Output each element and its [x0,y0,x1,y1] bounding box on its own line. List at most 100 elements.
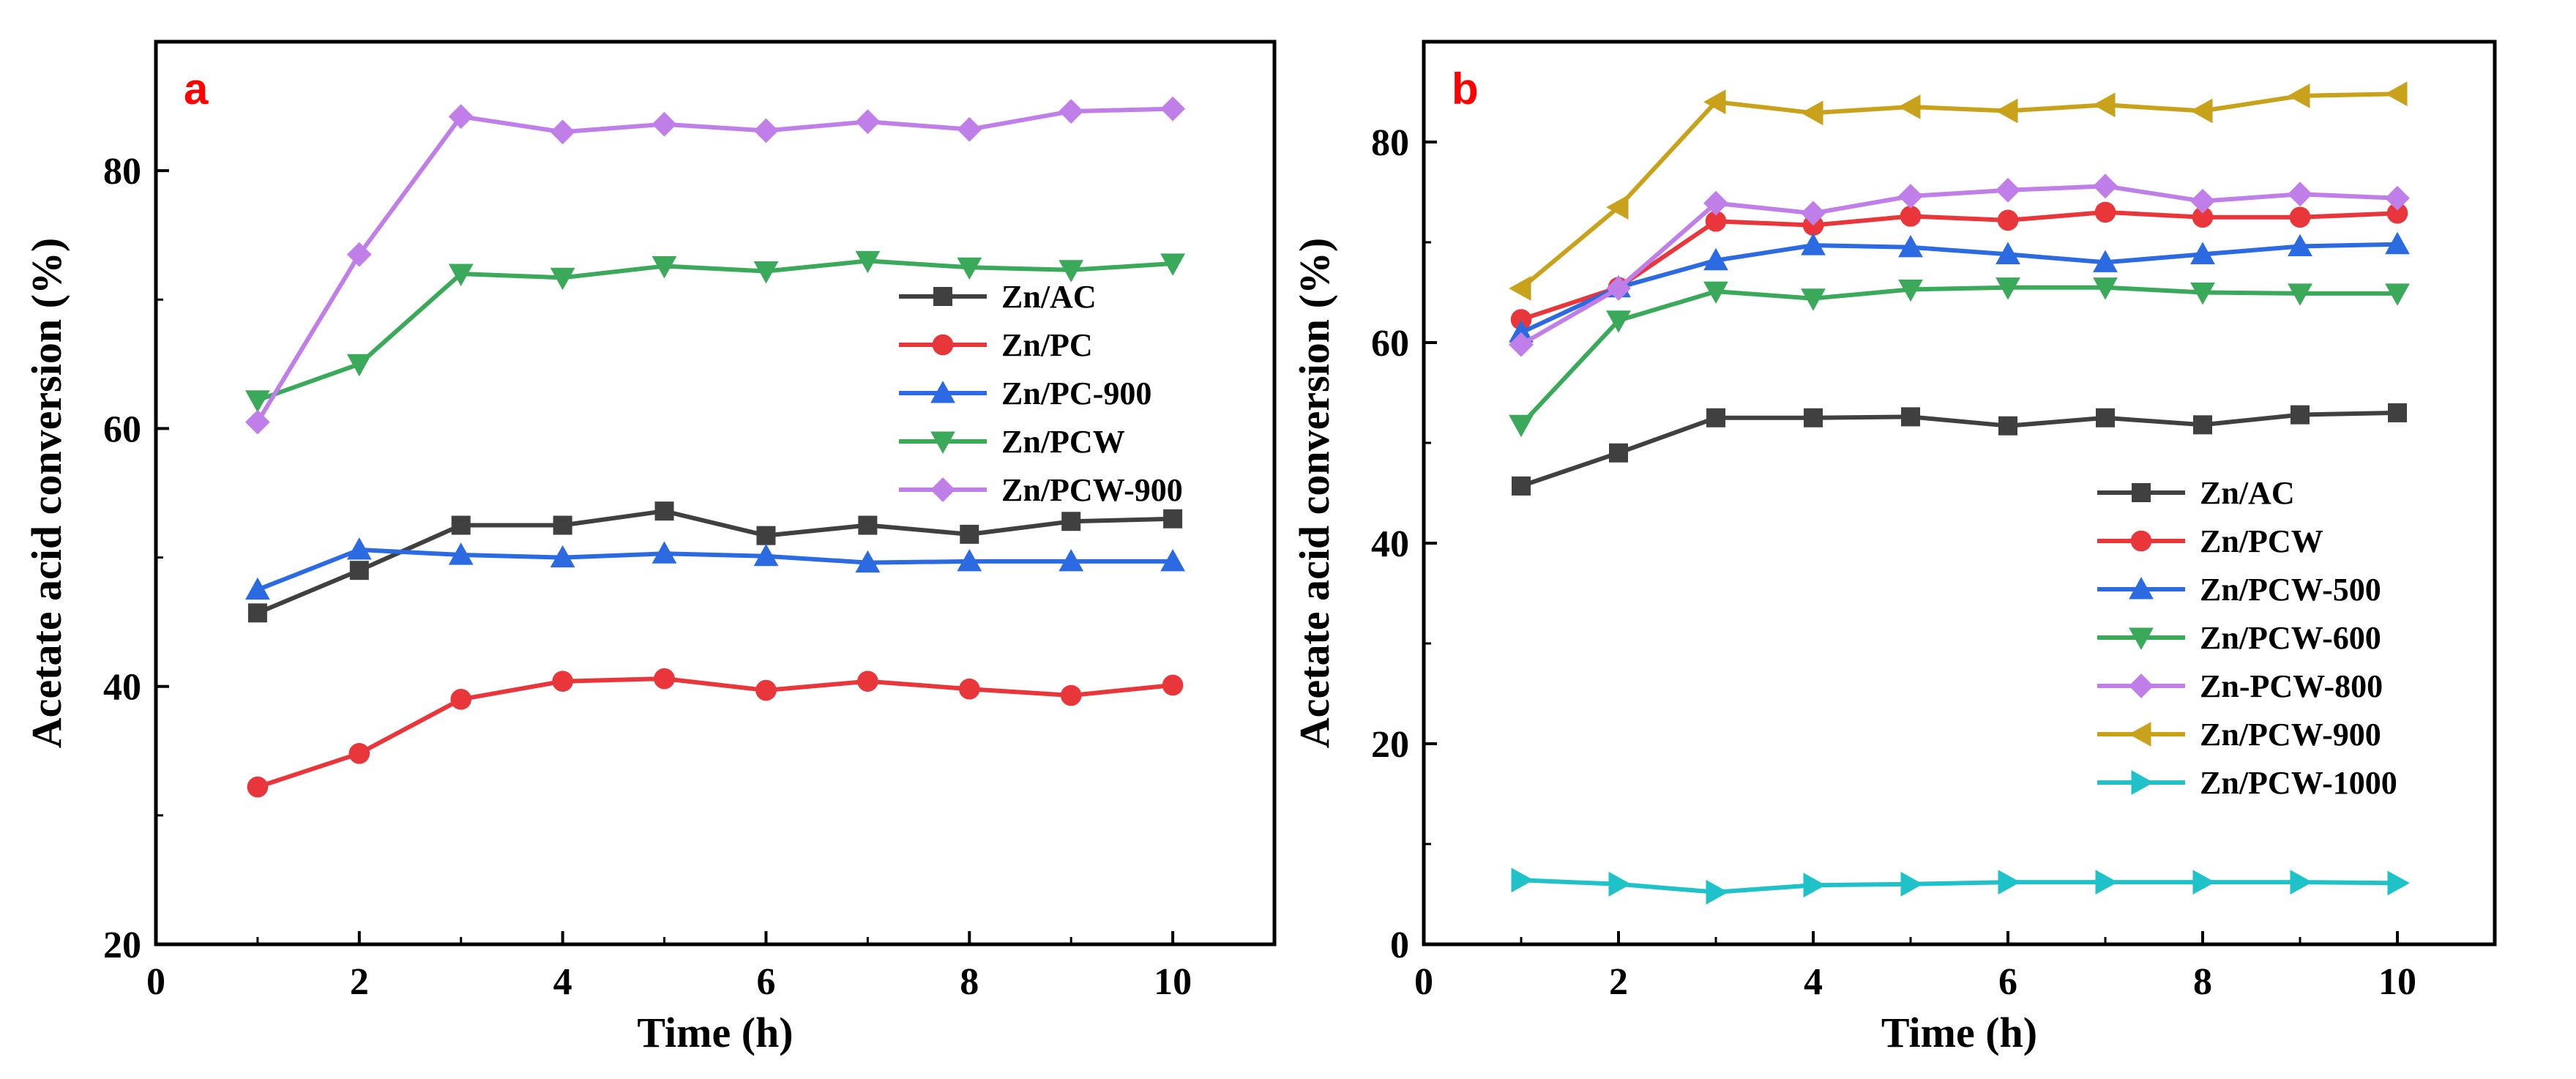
series-line [1519,285,2397,427]
data-point [1996,242,2020,264]
data-point [858,515,878,535]
data-point [1163,509,1183,529]
data-point [1898,94,1921,119]
data-point [2192,206,2214,228]
data-point [2193,415,2212,435]
data-point [960,524,979,544]
x-tick-label: 8 [2193,961,2212,1003]
data-point [1996,277,2020,300]
data-point [2093,173,2118,199]
legend-item: Zn/PCW [2097,523,2323,559]
data-point [2094,201,2116,223]
data-point [2096,408,2115,428]
data-point [550,545,575,568]
y-tick-label: 60 [103,408,141,450]
data-point [1509,414,1534,438]
data-point [2385,185,2410,211]
legend-item: Zn/AC [899,279,1097,315]
series-line [1520,92,2398,291]
data-point [1060,684,1082,706]
data-point [753,543,779,567]
legend-marker [930,431,955,454]
chart-panel-a: 0 2 4 6 8 10 20 40 60 80 Time (h) Acetate acid conv… [23,40,1277,1056]
data-point [247,603,267,623]
data-point [1898,279,1923,302]
chart-panel-b: 0 2 4 6 8 10 0 20 40 60 80 Time (h) Acetate acid con… [1291,40,2497,1056]
data-point [2095,870,2118,895]
data-point [1510,309,1532,330]
data-point [448,104,474,130]
data-point [1804,408,1823,428]
data-point [1703,190,1728,216]
legend-item: Zn/PCW-900 [899,472,1183,508]
data-point [1059,99,1084,124]
legend-item: Zn/PCW-1000 [2097,765,2397,801]
data-point [652,256,677,279]
series-line [1520,209,2398,322]
series-line [1520,242,2398,335]
data-point [1996,98,2018,124]
data-point [1509,276,1531,301]
x-tick-label: 10 [1154,961,1192,1003]
data-point [1509,320,1534,343]
legend-item: Zn/PCW-600 [2097,620,2381,656]
legend-item: Zn/PCW-900 [2097,717,2381,753]
legend-label: Zn/PCW-900 [2200,717,2381,753]
data-point [756,526,776,545]
data-point [1059,260,1084,283]
data-point [654,501,674,521]
x-tick-label: 10 [2378,961,2416,1003]
x-tick-label: 2 [1609,961,1628,1003]
data-point [1898,184,1923,209]
legend-label: Zn/PCW-500 [2200,572,2381,608]
data-point [2289,206,2311,228]
data-point [957,549,982,572]
panel-label: a [184,64,209,113]
series-zn-ac [247,501,1183,623]
series-line [1520,878,2398,895]
data-point [958,678,980,700]
legend-item: Zn/PC-900 [899,376,1151,411]
series-line [255,106,1173,424]
data-point [2190,283,2215,305]
data-point [1705,210,1727,232]
legend-marker [2129,673,2154,698]
data-point [553,515,572,535]
data-point [1900,871,1923,897]
legend-item: Zn/PC [899,327,1093,363]
legend-label: Zn/AC [1001,279,1097,315]
data-point [346,242,372,267]
series-zn-pcw [245,250,1185,413]
legend-marker [933,287,952,306]
data-point [1803,873,1826,898]
data-point [1998,870,2020,895]
legend-label: Zn/PCW [2200,523,2323,559]
series-zn-pcw-600 [1509,277,2410,438]
data-point [552,671,573,692]
data-point [1160,253,1185,276]
data-point [2190,98,2213,124]
data-point [753,261,779,284]
legend: Zn/AC Zn/PCW Zn/PCW-500 Zn/PCW-600 Zn-PCW-80… [2097,475,2397,801]
data-point [1703,247,1728,271]
data-point [1511,867,1534,893]
data-point [1606,310,1631,333]
legend-label: Zn/PCW [1001,424,1125,460]
data-point [654,668,675,690]
legend-marker [930,381,955,403]
panel-label: b [1452,64,1479,113]
x-tick-label: 0 [1414,961,1433,1003]
series-line [1520,184,2398,347]
x-tick-label: 0 [146,961,165,1003]
data-point [1706,879,1728,905]
series-zn-pc [247,668,1184,798]
data-point [1160,549,1185,572]
data-point [957,116,982,142]
data-point [855,550,881,573]
data-point [346,354,372,377]
data-point [1061,512,1081,531]
legend-marker [932,334,954,356]
series-zn-pcw-1000 [1511,867,2410,905]
legend-item: Zn/AC [2097,475,2295,511]
